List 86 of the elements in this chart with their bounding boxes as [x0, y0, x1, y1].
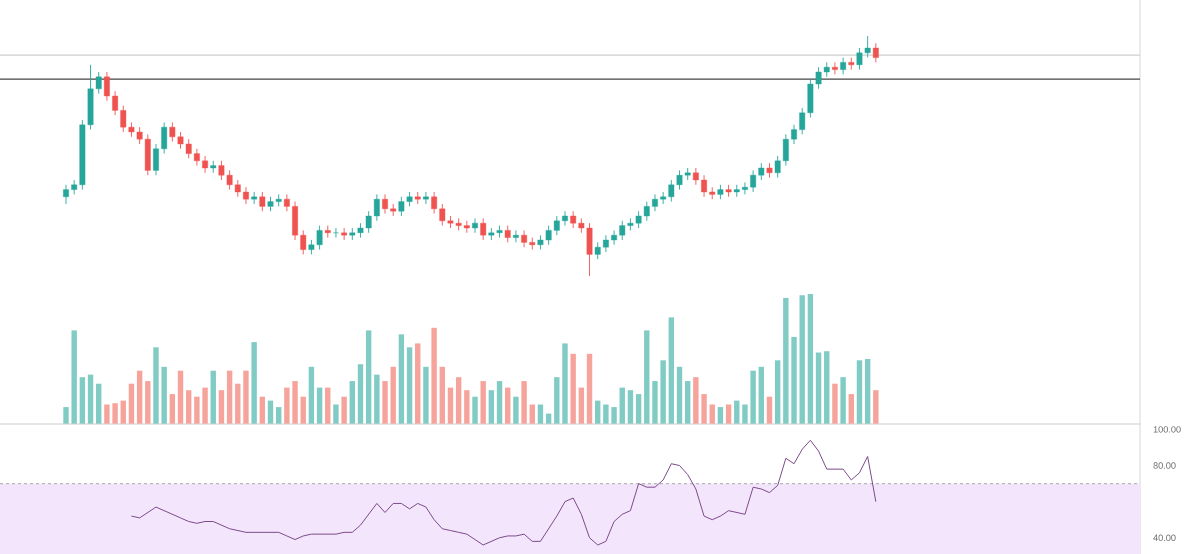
bar — [521, 381, 527, 424]
bar — [848, 394, 854, 424]
candlestick — [676, 169, 683, 191]
bar — [112, 403, 118, 424]
candlestick — [316, 225, 323, 251]
bar — [177, 370, 184, 424]
bar — [864, 359, 871, 424]
bar — [668, 317, 675, 424]
bar — [783, 297, 789, 424]
bar — [513, 396, 519, 424]
bar — [333, 404, 339, 424]
bar — [423, 366, 429, 424]
bar — [472, 396, 478, 424]
candlestick — [472, 217, 478, 234]
candlestick — [169, 121, 176, 143]
bar — [807, 294, 814, 424]
candlestick — [193, 148, 200, 167]
candlestick — [840, 57, 847, 75]
candlestick — [185, 138, 192, 159]
candlestick — [202, 155, 208, 174]
bar — [480, 381, 486, 424]
candlestick — [513, 229, 519, 243]
candlestick — [423, 191, 429, 205]
candlestick — [553, 215, 560, 236]
candlestick — [398, 196, 405, 217]
candlestick — [373, 193, 380, 222]
bar — [251, 342, 257, 424]
candlestick — [692, 167, 699, 186]
candlestick — [226, 169, 233, 191]
candlestick — [872, 42, 879, 63]
bar — [644, 330, 650, 424]
candlestick — [480, 217, 487, 241]
bar — [243, 370, 249, 424]
candlestick — [856, 47, 863, 71]
bar — [226, 370, 233, 424]
bar — [71, 330, 77, 424]
bar — [799, 295, 805, 424]
bar — [104, 404, 110, 424]
candlestick — [259, 191, 266, 212]
bar — [390, 366, 396, 424]
candlestick — [341, 227, 348, 241]
bar — [284, 387, 290, 424]
bar — [758, 366, 765, 424]
candlestick — [832, 61, 838, 75]
bar — [856, 360, 863, 424]
bar — [153, 347, 159, 424]
bar — [210, 370, 216, 424]
bar — [365, 330, 372, 424]
bar — [570, 353, 576, 424]
bar — [194, 396, 200, 424]
bar — [824, 351, 830, 424]
bar — [308, 366, 315, 424]
bar — [693, 377, 699, 424]
bar — [202, 387, 208, 424]
bar — [603, 404, 609, 424]
candlestick — [545, 225, 552, 246]
bar — [398, 334, 405, 424]
candlestick — [750, 169, 757, 193]
candlestick — [602, 234, 609, 253]
bar — [292, 381, 298, 424]
candlestick — [643, 201, 650, 222]
candlestick — [619, 220, 626, 241]
candlestick — [668, 179, 675, 203]
bar — [832, 383, 838, 424]
bar — [586, 353, 593, 424]
bar — [455, 377, 462, 424]
bar — [750, 370, 756, 424]
bar — [415, 343, 421, 424]
bar — [341, 396, 347, 424]
bar — [136, 370, 143, 424]
bar — [873, 390, 879, 424]
candlestick — [660, 191, 667, 205]
candlestick — [251, 191, 258, 205]
candlestick — [586, 222, 593, 277]
bar — [431, 327, 437, 424]
bar — [496, 381, 503, 424]
bar — [562, 343, 568, 424]
candlestick — [782, 133, 789, 167]
candlestick — [864, 35, 871, 59]
bar — [627, 390, 634, 424]
candlestick — [218, 160, 225, 181]
bar — [87, 374, 94, 424]
bar — [840, 377, 846, 424]
candlestick — [439, 203, 446, 227]
candlestick — [333, 227, 339, 239]
candlestick — [144, 133, 151, 176]
